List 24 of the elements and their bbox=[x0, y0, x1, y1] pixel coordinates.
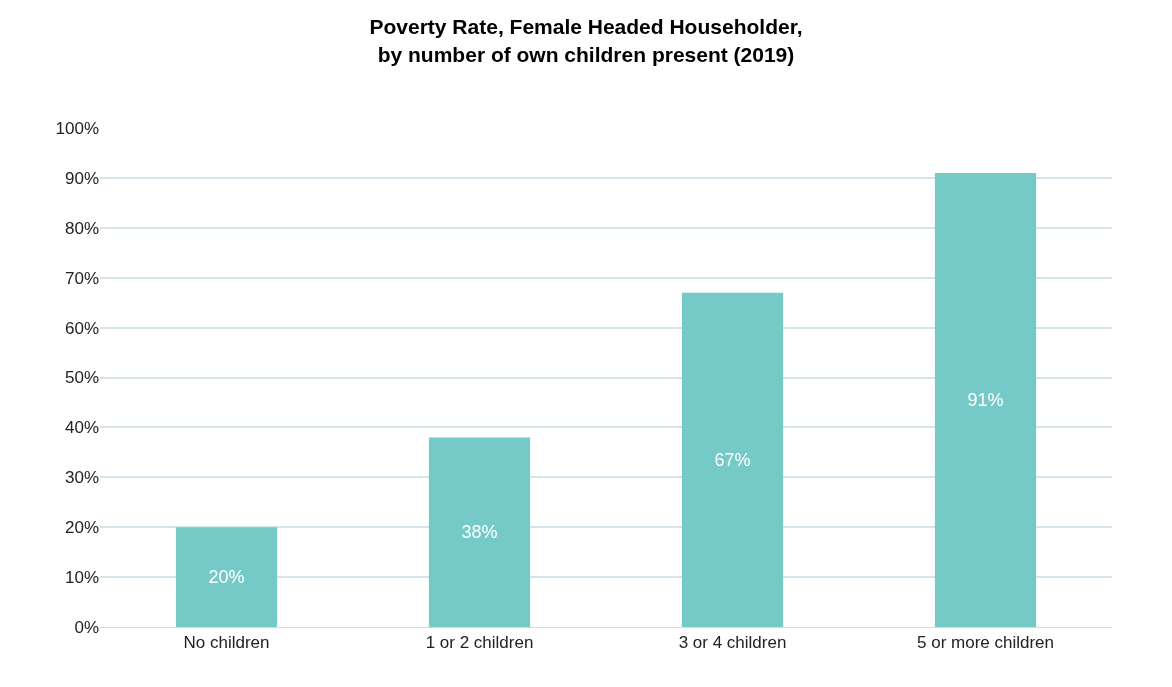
bar bbox=[934, 172, 1037, 627]
data-label: 67% bbox=[714, 449, 751, 470]
x-tick-label: 5 or more children bbox=[916, 633, 1055, 653]
chart-title: Poverty Rate, Female Headed Householder, by number of own children present (2019) bbox=[369, 15, 803, 66]
y-tick-label: 10% bbox=[64, 568, 99, 588]
data-label: 20% bbox=[208, 567, 245, 588]
data-label: 38% bbox=[461, 522, 498, 543]
y-tick-label: 70% bbox=[64, 268, 99, 288]
bar bbox=[175, 527, 278, 627]
x-tick-label: No children bbox=[183, 633, 270, 653]
y-tick-label: 30% bbox=[64, 468, 99, 488]
y-tick-label: 100% bbox=[55, 118, 99, 138]
y-tick-label: 40% bbox=[64, 418, 99, 438]
bar bbox=[681, 292, 784, 627]
data-label: 91% bbox=[967, 389, 1004, 410]
bar bbox=[428, 437, 531, 627]
y-tick-label: 90% bbox=[64, 168, 99, 188]
y-tick-label: 60% bbox=[64, 318, 99, 338]
y-tick-label: 20% bbox=[64, 518, 99, 538]
y-tick-label: 0% bbox=[74, 617, 99, 637]
x-tick-label: 1 or 2 children bbox=[425, 633, 534, 653]
x-tick-label: 3 or 4 children bbox=[678, 633, 787, 653]
y-tick-label: 50% bbox=[64, 368, 99, 388]
y-tick-label: 80% bbox=[64, 218, 99, 238]
